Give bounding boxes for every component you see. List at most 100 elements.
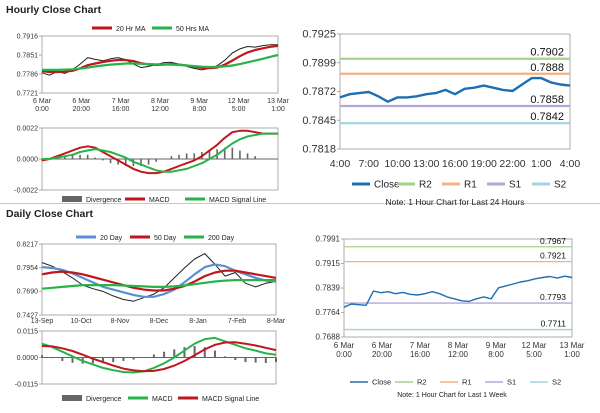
daily-week-level-s2-label: 0.7711 — [541, 319, 567, 329]
daily-price-x-tick: 8-Dec — [150, 318, 169, 325]
hourly-24h-y-tick: 0.7899 — [302, 57, 336, 69]
hourly-24h-y-tick: 0.7872 — [302, 86, 336, 98]
daily-week-legend-label: R1 — [462, 378, 472, 387]
hourly-24h-level-s2-label: 0.7842 — [530, 111, 564, 123]
daily-week-x-tick: 6 Mar 20:00 — [372, 341, 393, 359]
hourly-24h-x-tick: 13:00 — [413, 158, 439, 170]
daily-week-x-tick: 12 Mar 5:00 — [522, 341, 547, 359]
hourly-macd-y-tick: 0.0022 — [17, 125, 39, 132]
hourly-close-line — [41, 44, 278, 76]
daily-week-x-tick: 6 Mar 0:00 — [334, 341, 355, 359]
hourly-legend-signal-label: MACD Signal Line — [209, 197, 266, 204]
daily-week-legend-label: R2 — [417, 378, 427, 387]
hourly-signal-line — [42, 132, 278, 173]
hourly-price-frame — [41, 35, 279, 94]
daily-week-x-tick: 9 Mar 8:00 — [486, 341, 507, 359]
hourly-24h-legend-label: R2 — [419, 179, 432, 190]
daily-price-x-tick: 8-Jan — [189, 318, 207, 325]
daily-week-legend-label: S2 — [552, 378, 561, 387]
hourly-price-x-tick: 9 Mar 8:00 — [190, 98, 209, 113]
daily-price-y-tick: 0.8217 — [17, 241, 39, 248]
hourly-50hr-ma-line — [42, 53, 279, 72]
hourly-section-title: Hourly Close Chart — [6, 4, 102, 16]
hourly-legend-divergence-swatch — [62, 196, 82, 202]
daily-price-y-tick: 0.7954 — [17, 265, 39, 272]
daily-macd-y-tick: -0.0115 — [15, 381, 38, 388]
hourly-24h-legend-label: S1 — [509, 179, 522, 190]
hourly-24h-y-tick: 0.7845 — [302, 115, 336, 127]
hourly-macd-y-tick: 0.0000 — [17, 156, 39, 163]
daily-week-y-tick: 0.7991 — [316, 235, 341, 244]
daily-price-y-tick: 0.7690 — [17, 289, 39, 296]
daily-week-level-r2-label: 0.7967 — [540, 236, 566, 246]
daily-legend-macd-label: MACD — [152, 396, 173, 403]
hourly-24h-x-tick: 19:00 — [471, 158, 497, 170]
daily-legend-20day-label: 20 Day — [100, 235, 123, 242]
hourly-24h-legend-label: S2 — [554, 179, 567, 190]
hourly-24h-level-r2-label: 0.7902 — [530, 47, 564, 59]
daily-week-note: Note: 1 Hour Chart for Last 1 Week — [397, 392, 507, 399]
daily-200day-line — [41, 279, 276, 290]
daily-price-x-tick: 8-Mar — [267, 318, 286, 325]
hourly-price-x-tick: 12 Mar 5:00 — [228, 98, 250, 113]
hourly-legend-20hr-label: 20 Hr MA — [116, 26, 146, 33]
daily-price-x-tick: 7-Feb — [228, 318, 246, 325]
daily-section-title: Daily Close Chart — [6, 208, 93, 220]
daily-week-legend-label: S1 — [507, 378, 516, 387]
daily-price-x-tick: 8-Nov — [111, 318, 130, 325]
daily-week-y-tick: 0.7764 — [316, 308, 341, 317]
hourly-price-y-tick: 0.7786 — [17, 71, 39, 78]
daily-week-x-tick: 8 Mar 12:00 — [448, 341, 469, 359]
daily-macd-y-tick: 0.0115 — [17, 328, 38, 335]
daily-legend-signal-label: MACD Signal Line — [202, 396, 259, 403]
hourly-24h-x-tick: 16:00 — [442, 158, 468, 170]
section-divider — [0, 203, 600, 204]
hourly-price-y-tick: 0.7721 — [17, 90, 39, 97]
daily-close-line — [41, 253, 277, 302]
daily-legend-divergence-label: Divergence — [86, 396, 122, 403]
hourly-24h-legend-label: R1 — [464, 179, 477, 190]
daily-price-x-tick: 10-Oct — [70, 318, 91, 325]
hourly-legend-macd-label: MACD — [149, 197, 170, 204]
daily-week-close-line — [343, 275, 573, 308]
hourly-legend-divergence-label: Divergence — [86, 197, 122, 204]
daily-week-level-s1-label: 0.7793 — [540, 292, 566, 302]
hourly-price-y-tick: 0.7851 — [17, 52, 39, 59]
daily-week-y-tick: 0.7839 — [316, 284, 341, 293]
daily-legend-divergence-swatch — [62, 395, 82, 401]
daily-week-x-tick: 13 Mar 1:00 — [560, 341, 585, 359]
hourly-24h-note: Note: 1 Hour Chart for Last 24 Hours — [386, 197, 525, 207]
daily-week-level-r1-label: 0.7921 — [540, 251, 566, 261]
daily-macd-line — [41, 336, 277, 374]
daily-week-y-tick: 0.7688 — [316, 333, 341, 342]
hourly-24h-close-line — [339, 76, 571, 103]
daily-signal-line — [41, 341, 277, 373]
daily-week-y-tick: 0.7915 — [316, 259, 341, 268]
hourly-price-x-tick: 6 Mar 0:00 — [33, 98, 52, 113]
hourly-24h-x-tick: 4:00 — [330, 158, 351, 170]
hourly-price-x-tick: 6 Mar 20:00 — [72, 98, 91, 113]
daily-price-x-tick: 13-Sep — [31, 318, 54, 325]
hourly-price-x-tick: 13 Mar 1:00 — [267, 98, 289, 113]
daily-week-x-tick: 7 Mar 16:00 — [410, 341, 431, 359]
daily-price-y-tick: 0.7427 — [17, 312, 39, 319]
hourly-24h-y-tick: 0.7925 — [302, 29, 336, 41]
hourly-price-y-tick: 0.7916 — [17, 33, 39, 40]
daily-legend-50day-label: 50 Day — [154, 235, 177, 242]
hourly-24h-x-tick: 1:00 — [531, 158, 552, 170]
daily-week-legend-label: Close — [372, 378, 391, 387]
hourly-24h-legend-label: Close — [374, 179, 400, 190]
hourly-legend-50hr-label: 50 Hrs MA — [176, 26, 209, 33]
hourly-24h-y-tick: 0.7818 — [302, 144, 336, 156]
hourly-24h-x-tick: 10:00 — [384, 158, 410, 170]
hourly-24h-x-tick: 22:00 — [499, 158, 525, 170]
hourly-24h-x-tick: 7:00 — [359, 158, 380, 170]
hourly-24h-level-r1-label: 0.7888 — [530, 62, 564, 74]
daily-legend-200day-label: 200 Day — [208, 235, 235, 242]
daily-macd-y-tick: 0.0000 — [17, 355, 39, 362]
hourly-price-x-tick: 7 Mar 16:00 — [112, 98, 131, 113]
hourly-24h-level-s1-label: 0.7858 — [530, 94, 564, 106]
hourly-macd-y-tick: -0.0022 — [14, 187, 38, 194]
hourly-price-x-tick: 8 Mar 12:00 — [151, 98, 170, 113]
